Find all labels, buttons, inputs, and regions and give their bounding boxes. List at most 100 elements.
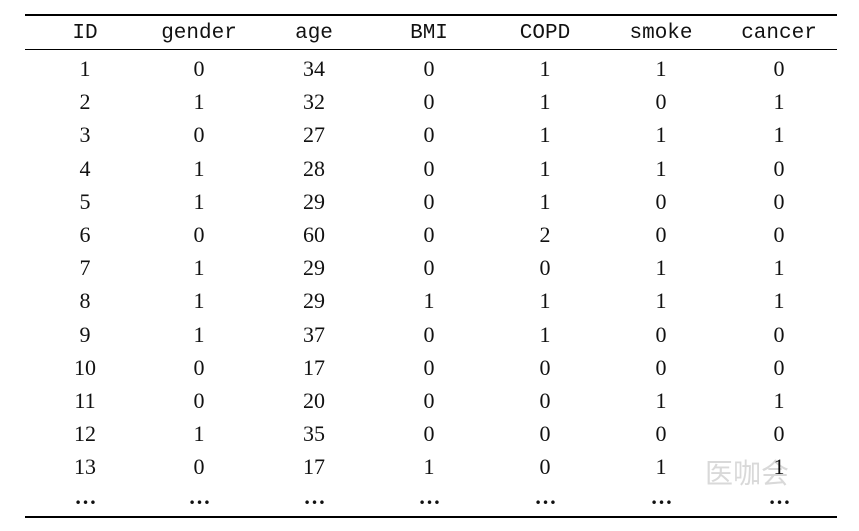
table-cell: 0 [539,354,551,380]
table-cell: 0 [423,155,435,181]
table-cell: 1 [773,288,785,314]
table-cell: 12 [74,421,96,447]
table-cell: 8 [79,288,91,314]
table-cell: 0 [193,56,205,81]
table-cell: 1 [773,89,785,115]
table-cell: 5 [79,188,91,214]
table-cell: 0 [773,354,785,380]
table-cell: 1 [773,255,785,281]
table-cell: 0 [193,122,205,148]
column-header: COPD [519,22,571,45]
table-cell: 1 [193,155,205,181]
table-cell: 0 [773,155,785,181]
table-cell: 1 [193,255,205,281]
table-cell: 2 [539,222,551,247]
header-rule [25,49,837,50]
table-cell: 35 [303,421,325,447]
table-cell: 1 [193,321,205,347]
table-cell: 0 [423,122,435,148]
table-cell: 0 [423,421,435,447]
table-cell: 1 [539,288,551,314]
table-cell: 0 [655,421,667,447]
table-cell: 0 [423,255,435,281]
table-cell: 1 [539,321,551,347]
table-cell: 1 [539,122,551,148]
table-cell: 0 [193,454,205,480]
table-cell: 4 [79,155,91,181]
table-cell: 1 [655,122,667,148]
ellipsis: … [650,484,673,509]
table-cell: 1 [539,188,551,214]
table-cell: 1 [193,288,205,314]
table-cell: 17 [303,354,325,380]
table-cell: 17 [303,454,325,480]
table-cell: 0 [773,222,785,247]
table-cell: 1 [655,288,667,314]
table-cell: 34 [303,56,325,81]
table-cell: 1 [773,454,785,480]
table-cell: 0 [539,454,551,480]
bottom-rule [25,516,837,518]
table-cell: 0 [193,354,205,380]
table-cell: 1 [655,255,667,281]
table-cell: 1 [539,89,551,115]
table-cell: 0 [423,222,435,247]
table-cell: 20 [303,388,325,413]
table-cell: 0 [423,388,435,413]
table-cell: 28 [303,155,325,181]
table-cell: 0 [539,421,551,447]
table-cell: 1 [193,188,205,214]
column-header: ID [72,22,98,45]
table-cell: 11 [74,388,96,413]
table-cell: 0 [193,388,205,413]
table-cell: 0 [655,354,667,380]
table-cell: 1 [539,155,551,181]
table-cell: 1 [423,454,435,480]
table-cell: 32 [303,89,325,115]
table-cell: 1 [79,56,91,81]
table-cell: 1 [655,454,667,480]
table-cell: 0 [423,56,435,81]
table-cell: 0 [655,222,667,247]
table-cell: 10 [74,354,96,380]
table-cell: 0 [539,255,551,281]
table-cell: 1 [655,56,667,81]
table-cell: 0 [773,321,785,347]
table-cell: 0 [423,188,435,214]
table-cell: 0 [655,89,667,115]
table-cell: 1 [193,421,205,447]
table-cell: 29 [303,188,325,214]
table-cell: 0 [423,321,435,347]
table-cell: 27 [303,122,325,148]
table-cell: 1 [773,122,785,148]
ellipsis: … [418,484,441,509]
table-cell: 1 [773,388,785,413]
table-cell: 1 [539,56,551,81]
table-cell: 0 [655,321,667,347]
ellipsis: … [74,484,97,509]
table-cell: 0 [539,388,551,413]
table-cell: 1 [655,388,667,413]
table-cell: 0 [773,188,785,214]
table-cell: 60 [303,222,325,247]
ellipsis: … [534,484,557,509]
top-rule [25,14,837,16]
table-cell: 7 [79,255,91,281]
table-cell: 0 [423,89,435,115]
ellipsis: … [303,484,326,509]
ellipsis: … [188,484,211,509]
table-cell: 2 [79,89,91,115]
table-cell: 1 [423,288,435,314]
table-cell: 0 [423,354,435,380]
column-header: cancer [741,22,817,45]
table-cell: 3 [79,122,91,148]
table-cell: 6 [79,222,91,247]
ellipsis: … [768,484,791,509]
table-cell: 29 [303,288,325,314]
table-cell: 9 [79,321,91,347]
table-cell: 13 [74,454,96,480]
table-cell: 0 [655,188,667,214]
table-cell: 0 [193,222,205,247]
table-cell: 1 [655,155,667,181]
table-cell: 0 [773,56,785,81]
